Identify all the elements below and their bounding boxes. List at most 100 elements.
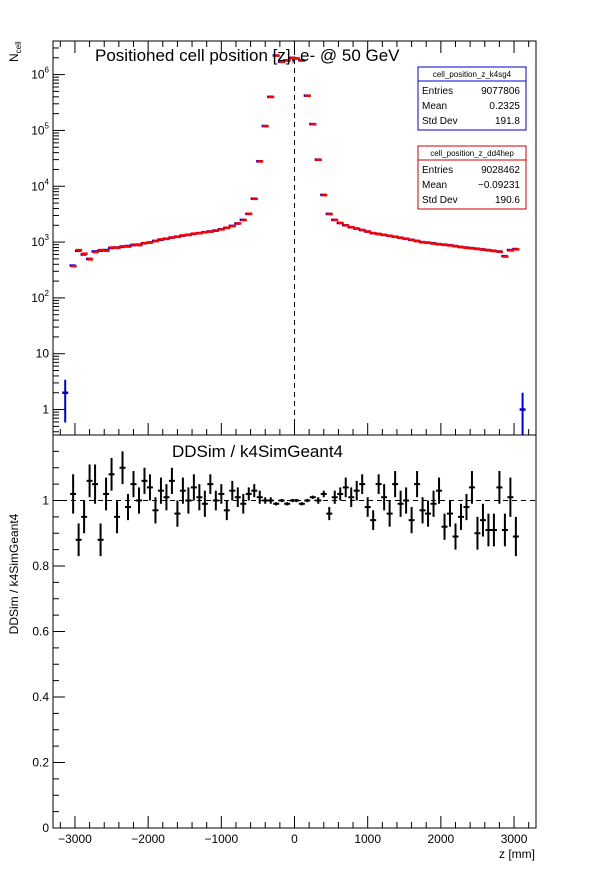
ratio-point	[229, 480, 236, 501]
stats-mean-label: Mean	[422, 101, 447, 112]
ratio-point	[135, 487, 142, 514]
ratio-point	[474, 516, 481, 550]
ratio-point	[86, 464, 93, 498]
ratio-point	[370, 510, 377, 530]
x-tick-label: 2000	[428, 832, 455, 846]
ratio-point	[293, 498, 300, 503]
ratio-point	[485, 513, 492, 547]
ratio-point	[304, 498, 311, 503]
ratio-point	[392, 471, 399, 498]
ratio-point	[425, 500, 432, 527]
ratio-point	[212, 490, 219, 511]
y-tick-label: 10	[36, 347, 50, 361]
ratio-point	[234, 487, 241, 508]
ratio-point	[119, 451, 126, 485]
ratio-point	[337, 487, 344, 501]
y-tick-base: 10	[36, 347, 50, 361]
histogram-series	[62, 54, 526, 435]
ratio-y-axis-title: DDSim / k4SimGeant4	[7, 513, 21, 634]
ratio-point	[496, 471, 503, 504]
x-tick-label: −2000	[131, 832, 165, 846]
y-tick-exponent: 6	[45, 66, 50, 75]
ratio-point	[501, 513, 508, 547]
ratio-point	[218, 484, 225, 504]
y-tick-label: 0.6	[32, 625, 49, 639]
ratio-point	[207, 474, 214, 494]
y-tick-label: 1	[42, 403, 49, 417]
x-tick-label: −3000	[58, 832, 92, 846]
ratio-point	[174, 500, 181, 527]
ratio-point	[146, 474, 153, 501]
ratio-title: DDSim / k4SimGeant4	[172, 442, 343, 461]
stats-entries-value: 9028462	[481, 165, 520, 176]
ratio-point	[75, 523, 82, 557]
y-tick-label: 0.2	[32, 756, 49, 770]
ratio-point	[273, 502, 280, 506]
ratio-point	[342, 477, 349, 498]
ratio-point	[114, 500, 121, 534]
ratio-point	[125, 493, 132, 521]
ratio-point	[309, 495, 316, 499]
ratio-point	[278, 498, 285, 503]
ratio-point	[403, 487, 410, 514]
ratio-point	[430, 490, 437, 517]
ratio-point	[512, 516, 519, 557]
ratio-point	[70, 474, 77, 514]
ratio-point	[507, 477, 514, 517]
top-x-ticks	[59, 41, 530, 435]
ratio-point	[141, 467, 148, 494]
ratio-point	[490, 513, 497, 547]
stats-stddev-label: Std Dev	[422, 195, 458, 206]
x-tick-label: 1000	[354, 832, 381, 846]
y-tick-exponent: 4	[45, 177, 50, 186]
ratio-point	[436, 477, 443, 504]
stats-box-dd4hep: cell_position_z_dd4hep Entries 9028462 M…	[417, 145, 527, 210]
y-tick-base: 1	[42, 403, 49, 417]
ratio-point	[381, 484, 388, 511]
y-tick-exponent: 5	[45, 121, 50, 130]
ratio-point	[157, 477, 164, 504]
y-tick-exponent: 3	[45, 233, 50, 242]
y-tick-base: 10	[31, 291, 45, 305]
stats-mean-value: −0.09231	[478, 180, 520, 191]
ratio-point	[251, 484, 258, 498]
y-tick-base: 10	[31, 235, 45, 249]
ratio-point	[97, 523, 104, 557]
y-tick-label: 106	[31, 66, 49, 82]
ratio-point	[414, 471, 421, 498]
ratio-points	[70, 451, 519, 557]
stats-box-title: cell_position_z_k4sg4	[433, 70, 512, 79]
stats-mean-value: 0.2325	[489, 101, 520, 112]
stats-entries-label: Entries	[422, 86, 453, 97]
y-tick-base: 10	[31, 179, 45, 193]
ratio-point	[359, 474, 366, 494]
y-tick-label: 1	[42, 494, 49, 508]
y-tick-label: 104	[31, 177, 49, 193]
ratio-point	[179, 477, 186, 504]
ratio-point	[364, 497, 371, 517]
ratio-point	[223, 500, 230, 521]
stats-box-frame	[417, 145, 527, 210]
x-tick-label: −1000	[204, 832, 238, 846]
y-tick-label: 0.4	[32, 690, 49, 704]
x-tick-label: 0	[291, 832, 298, 846]
ratio-point	[284, 502, 291, 506]
ratio-point	[452, 523, 459, 550]
ratio-point	[348, 487, 355, 508]
ratio-point	[315, 497, 322, 504]
ratio-point	[441, 513, 448, 540]
ratio-point	[479, 503, 486, 537]
ratio-point	[163, 484, 170, 511]
ratio-point	[256, 490, 263, 504]
y-axis-title-sub: cell	[14, 41, 23, 53]
stats-box-title: cell_position_z_dd4hep	[430, 149, 514, 158]
y-axis-title-main: N	[7, 53, 21, 62]
ratio-point	[326, 507, 333, 521]
ratio-point	[103, 477, 110, 511]
ratio-point	[331, 490, 338, 504]
ratio-point	[463, 493, 470, 521]
